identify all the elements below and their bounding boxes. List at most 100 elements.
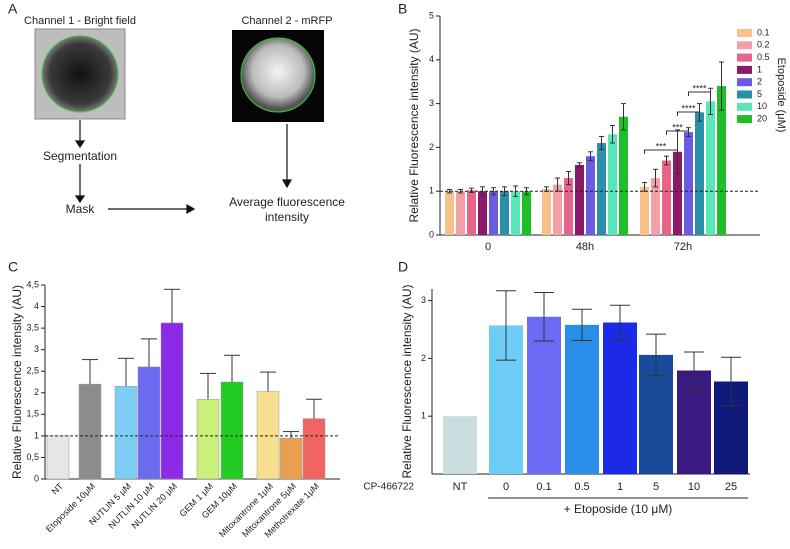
- legend-swatch: [737, 90, 752, 99]
- legend-label: 2: [757, 77, 762, 87]
- error-bar: [141, 338, 157, 367]
- panel-label: A: [8, 1, 18, 17]
- bar: [445, 191, 454, 235]
- row-label: CP-466722: [363, 482, 414, 493]
- bar: [542, 189, 551, 235]
- y-tick-label: 2: [34, 387, 39, 397]
- arrows: [74, 120, 293, 215]
- error-bar: [610, 125, 615, 144]
- legend-label: 5: [757, 89, 762, 99]
- bar: [443, 416, 477, 474]
- x-tick-label: 0.1: [536, 481, 551, 493]
- error-bar: [610, 304, 630, 341]
- y-tick-label: 3: [34, 344, 39, 354]
- panel-label: D: [398, 259, 408, 275]
- error-bar: [534, 291, 554, 342]
- legend-title: Etoposide (μM): [775, 58, 787, 133]
- legend-label: 1: [757, 64, 762, 74]
- legend-label: 0.1: [757, 27, 770, 37]
- step: Mask: [66, 202, 96, 216]
- error-bar: [577, 162, 582, 168]
- error-bar: [260, 371, 276, 392]
- bar: [597, 143, 606, 235]
- error-bar: [572, 308, 592, 341]
- bar: [565, 324, 599, 474]
- y-tick-label: 0: [429, 229, 434, 239]
- x-tick-label: 48h: [576, 241, 594, 253]
- x-tick-label: 0: [485, 241, 491, 253]
- bar: [603, 322, 637, 474]
- significance-bracket: [644, 149, 678, 154]
- bar: [256, 391, 280, 480]
- y-axis-label: Relative Fluorescence intensity (AU): [407, 28, 421, 222]
- error-bar: [664, 155, 669, 166]
- y-tick-label: 4: [429, 54, 434, 64]
- bar: [564, 178, 573, 235]
- y-tick-label: 0: [34, 473, 39, 483]
- x-tick-label: NT: [453, 481, 468, 493]
- bar: [489, 191, 498, 235]
- legend-label: 0.5: [757, 52, 770, 62]
- error-bar: [719, 61, 724, 111]
- channel-title: Channel 1 - Bright field: [24, 15, 136, 27]
- significance-label: ***: [656, 141, 667, 151]
- channel-title: Channel 2 - mRFP: [241, 15, 332, 27]
- bar: [673, 151, 682, 235]
- legend-label: 20: [757, 113, 767, 123]
- y-tick-label: 2: [421, 353, 426, 363]
- bar: [220, 381, 244, 480]
- bar: [500, 191, 509, 235]
- y-tick-label: 5: [429, 10, 434, 20]
- x-tick-label: 10: [688, 481, 700, 493]
- bar: [684, 132, 693, 235]
- bar: [717, 86, 726, 235]
- y-axis-label: Relative Fluorescence intensity (AU): [10, 285, 24, 479]
- error-bar: [653, 168, 658, 188]
- y-tick-label: 2: [429, 142, 434, 152]
- bar: [695, 112, 704, 235]
- step: Average fluorescence intensity: [229, 195, 345, 224]
- bar: [527, 316, 561, 474]
- error-bar: [306, 398, 322, 419]
- significance-bracket: [677, 111, 700, 116]
- significance-label: ****: [681, 103, 696, 113]
- x-tick-label: 1: [617, 481, 623, 493]
- legend-swatch: [737, 53, 752, 62]
- bar: [553, 184, 562, 235]
- legend-label: 10: [757, 101, 767, 111]
- legend-swatch: [737, 78, 752, 87]
- error-bar: [491, 187, 496, 196]
- group-label: + Etoposide (10 μM): [564, 502, 673, 516]
- bar: [78, 383, 102, 480]
- y-tick-label: 3,5: [26, 322, 39, 332]
- significance-bracket: [688, 91, 711, 96]
- bar: [619, 116, 628, 235]
- y-axis-label: Relative Fluorescence intensity (AU): [400, 284, 414, 478]
- legend-label: 0.2: [757, 40, 770, 50]
- error-bar: [684, 351, 704, 390]
- x-tick-label: NT: [50, 481, 66, 497]
- y-tick-label: 1,5: [26, 409, 39, 419]
- y-tick-label: 1: [34, 430, 39, 440]
- error-bar: [164, 288, 180, 323]
- bar: [478, 191, 487, 235]
- error-bar: [599, 135, 604, 151]
- error-bar: [621, 103, 626, 131]
- bar: [575, 164, 584, 235]
- bar: [511, 191, 520, 235]
- x-tick-label: 72h: [674, 241, 692, 253]
- error-bar: [447, 188, 452, 194]
- bar: [302, 418, 326, 480]
- error-bar: [502, 186, 507, 197]
- x-tick-label: 0.5: [574, 481, 589, 493]
- error-bar: [566, 170, 571, 186]
- y-tick-label: 3: [429, 98, 434, 108]
- error-bar: [646, 333, 666, 377]
- error-bar: [224, 354, 240, 382]
- error-bar: [82, 359, 98, 385]
- bar: [467, 190, 476, 235]
- error-bar: [469, 187, 474, 194]
- significance-label: ***: [672, 122, 683, 132]
